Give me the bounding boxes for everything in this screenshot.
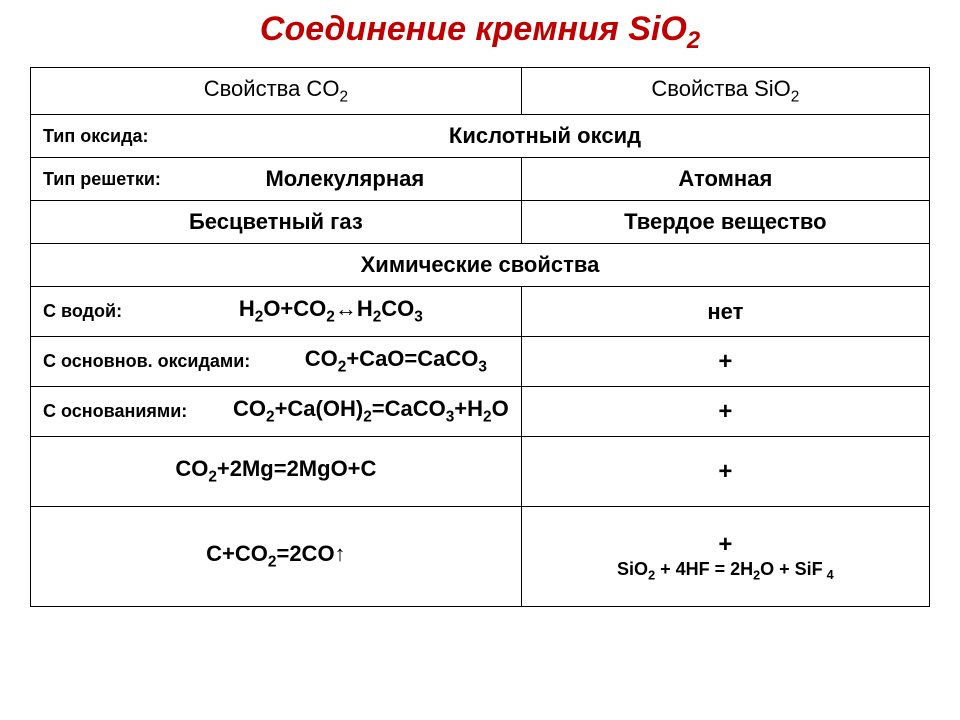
header-sio2-sub: 2 [791, 88, 800, 105]
water-formula: H2O+CO2↔H2CO3 [153, 296, 509, 326]
row-lattice-sio2: Атомная [521, 158, 929, 201]
oxide-label: Тип оксида: [43, 126, 153, 147]
chem-header-text: Химические свойства [361, 252, 600, 277]
page-title: Соединение кремния SiO2 [30, 10, 930, 55]
c-sio2-extra: SiO2 + 4HF = 2H2O + SiF4 [534, 559, 917, 583]
header-co2-sub: 2 [339, 88, 348, 105]
row-oxide: Тип оксида: Кислотный оксид [31, 115, 930, 158]
row-mg-sio2: + [521, 437, 929, 507]
lattice-co2: Молекулярная [181, 166, 509, 192]
basicox-formula: CO2+CaO=CaCO3 [283, 346, 509, 376]
oxide-value: Кислотный оксид [173, 123, 917, 149]
row-c-sio2: + SiO2 + 4HF = 2H2O + SiF4 [521, 507, 929, 607]
row-lattice-co2: Тип решетки: Молекулярная [31, 158, 522, 201]
lattice-label: Тип решетки: [43, 169, 161, 190]
header-sio2-text: Свойства SiO [651, 76, 790, 101]
bases-sio2: + [718, 398, 732, 425]
chem-header: Химические свойства [31, 244, 930, 287]
bases-formula: CO2+Ca(OH)2=CaCO3+H2O [233, 396, 509, 426]
water-label: С водой: [43, 301, 133, 322]
row-state-sio2: Твердое вещество [521, 201, 929, 244]
bases-label: С основаниями: [43, 401, 213, 422]
state-co2: Бесцветный газ [189, 209, 363, 234]
header-co2: Свойства CO2 [31, 67, 522, 114]
row-mg-co2: CO2+2Mg=2MgO+C [31, 437, 522, 507]
row-bases-co2: С основаниями: CO2+Ca(OH)2=CaCO3+H2O [31, 387, 522, 437]
basicox-label: С основнов. оксидами: [43, 351, 263, 372]
row-state-co2: Бесцветный газ [31, 201, 522, 244]
title-sub: 2 [687, 27, 700, 54]
header-co2-text: Свойства CO [204, 76, 340, 101]
basicox-sio2: + [718, 348, 732, 375]
mg-sio2: + [718, 458, 732, 485]
lattice-sio2: Атомная [678, 166, 772, 191]
mg-formula: CO2+2Mg=2MgO+C [175, 456, 376, 481]
header-sio2: Свойства SiO2 [521, 67, 929, 114]
row-bases-sio2: + [521, 387, 929, 437]
state-sio2: Твердое вещество [624, 209, 826, 234]
row-water-co2: С водой: H2O+CO2↔H2CO3 [31, 287, 522, 337]
comparison-table: Свойства CO2 Свойства SiO2 Тип оксида: К… [30, 67, 930, 607]
c-sio2-plus: + [534, 531, 917, 559]
row-basicox-sio2: + [521, 337, 929, 387]
c-formula: C+CO2=2CO↑ [206, 541, 345, 566]
water-sio2: нет [707, 299, 743, 324]
row-c-co2: C+CO2=2CO↑ [31, 507, 522, 607]
title-text: Соединение кремния SiO [260, 10, 687, 48]
row-water-sio2: нет [521, 287, 929, 337]
row-basicox-co2: С основнов. оксидами: CO2+CaO=CaCO3 [31, 337, 522, 387]
